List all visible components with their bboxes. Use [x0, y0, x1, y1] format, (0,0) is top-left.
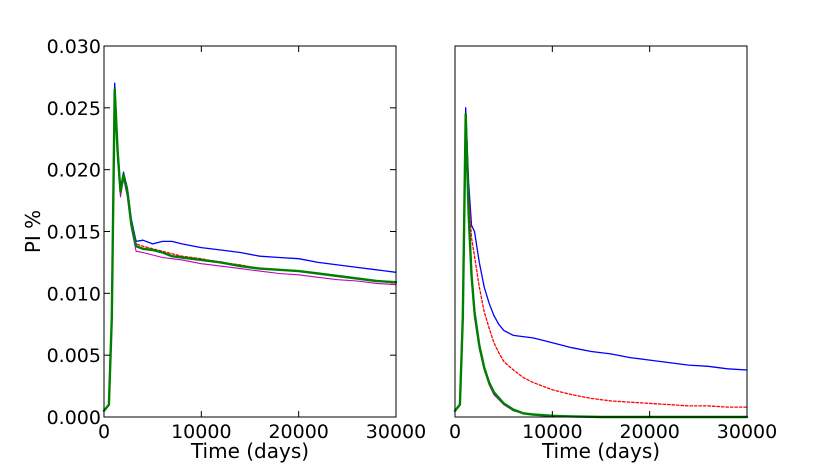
y-tick-label: 0.020 — [47, 160, 101, 182]
series-line-1 — [454, 107, 748, 412]
x-tick-label: 0 — [449, 421, 461, 443]
chart-left: 0 10000 20000 30000 0.000 0.005 0.010 0.015 0.02… — [21, 36, 426, 463]
series-line-3 — [454, 119, 748, 418]
x-tick-label: 30000 — [366, 421, 426, 443]
x-tick-label: 30000 — [717, 421, 777, 443]
x-tick-label: 10000 — [171, 421, 231, 443]
chart-right: 0 10000 20000 30000 Time (days) — [449, 45, 777, 463]
x-tick-label: 20000 — [619, 421, 679, 443]
x-tick-label: 0 — [98, 421, 110, 443]
series-line-2 — [454, 113, 748, 412]
y-tick-label: 0.010 — [47, 283, 101, 305]
y-axis-label: PI % — [21, 210, 45, 253]
y-tick-label: 0.015 — [47, 222, 101, 244]
x-tick-label: 10000 — [522, 421, 582, 443]
y-tick-label: 0.025 — [47, 98, 101, 120]
series-line-4 — [102, 88, 398, 412]
x-axis-label: Time (days) — [541, 439, 660, 463]
y-tick-label: 0.030 — [47, 36, 101, 58]
y-tick-label: 0.005 — [47, 345, 101, 367]
plot-frame — [103, 45, 397, 418]
plot-frame — [454, 45, 748, 418]
series-line-3 — [103, 92, 397, 412]
x-tick-label: 20000 — [268, 421, 328, 443]
series-line-4 — [453, 112, 749, 419]
y-tick-label: 0.000 — [47, 407, 101, 429]
x-axis-label: Time (days) — [190, 439, 309, 463]
